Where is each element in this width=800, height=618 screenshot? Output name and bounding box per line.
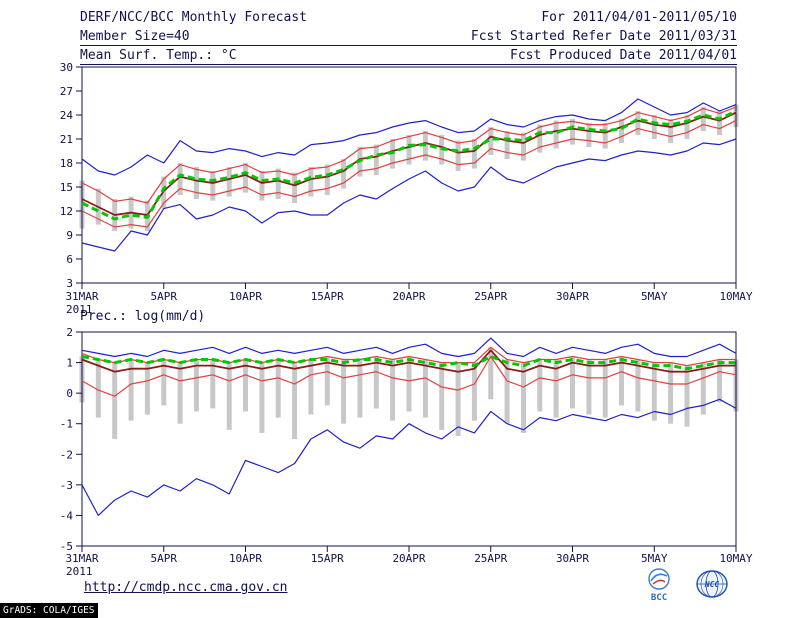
temperature-xtick-label: 5APR bbox=[151, 290, 178, 303]
temperature-spread-upper-line bbox=[81, 106, 737, 204]
temperature-ytick-label: 6 bbox=[66, 253, 73, 266]
header-rule-2 bbox=[80, 64, 737, 65]
header-rule-1 bbox=[80, 45, 737, 46]
precipitation-spread-lower-line bbox=[81, 355, 737, 397]
temperature-year-label: 2011 bbox=[66, 303, 93, 316]
precipitation-ytick-label: -2 bbox=[60, 448, 73, 461]
precipitation-ytick-label: -4 bbox=[60, 509, 74, 522]
precipitation-ensemble-min-line bbox=[81, 398, 737, 517]
temperature-ytick-label: 3 bbox=[66, 277, 73, 290]
temperature-ytick-label: 24 bbox=[60, 109, 74, 122]
precipitation-xtick-label: 10MAY bbox=[719, 552, 752, 565]
temperature-ytick-label: 15 bbox=[60, 181, 73, 194]
bcc-logo-label: BCC bbox=[651, 593, 667, 603]
report-title: DERF/NCC/BCC Monthly Forecast bbox=[80, 10, 307, 25]
ncc-logo: NCC bbox=[696, 570, 728, 598]
forecast-range: For 2011/04/01-2011/05/10 bbox=[541, 10, 737, 25]
precipitation-xtick-label: 31MAR bbox=[65, 552, 98, 565]
temperature-xtick-label: 25APR bbox=[474, 290, 507, 303]
temperature-ytick-label: 9 bbox=[66, 229, 73, 242]
prec-ensemble-spread-bars bbox=[79, 347, 739, 439]
temperature-ytick-label: 12 bbox=[60, 205, 73, 218]
bcc-logo-circle bbox=[648, 568, 670, 590]
fcst-produced-date: Fcst Produced Date 2011/04/01 bbox=[510, 48, 737, 63]
temperature-xtick-label: 15APR bbox=[311, 290, 344, 303]
precipitation-ytick-label: 1 bbox=[66, 357, 73, 370]
precipitation-xtick-label: 5MAY bbox=[641, 552, 668, 565]
fcst-start-date: Fcst Started Refer Date 2011/03/31 bbox=[470, 29, 737, 44]
precipitation-ensemble-mean-line bbox=[81, 349, 736, 373]
temperature-spread-lower-line bbox=[81, 120, 737, 228]
precipitation-xtick-label: 15APR bbox=[311, 552, 344, 565]
precipitation-xtick-label: 20APR bbox=[392, 552, 425, 565]
temperature-ytick-label: 30 bbox=[60, 61, 73, 74]
bcc-logo: BCC bbox=[648, 568, 670, 603]
temp-panel-title: Mean Surf. Temp.: °C bbox=[80, 48, 237, 63]
prec-panel-title: Prec.: log(mm/d) bbox=[80, 309, 206, 324]
precipitation-ytick-label: -1 bbox=[60, 418, 73, 431]
precipitation-xtick-label: 25APR bbox=[474, 552, 507, 565]
precipitation-ytick-label: -3 bbox=[60, 479, 73, 492]
temperature-xtick-label: 20APR bbox=[392, 290, 425, 303]
temperature-ensemble-max-line bbox=[81, 98, 737, 176]
bcc-logo-swirl bbox=[650, 573, 668, 582]
ncc-logo-label: NCC bbox=[704, 580, 720, 589]
temperature-xtick-label: 31MAR bbox=[65, 290, 98, 303]
member-size: Member Size=40 bbox=[80, 29, 190, 44]
temperature-xtick-label: 30APR bbox=[556, 290, 589, 303]
grads-credit: GrADS: COLA/IGES bbox=[0, 603, 98, 618]
temperature-xtick-label: 5MAY bbox=[641, 290, 668, 303]
temperature-ytick-label: 21 bbox=[60, 133, 73, 146]
precipitation-xtick-label: 10APR bbox=[229, 552, 262, 565]
website-url: http://cmdp.ncc.cma.gov.cn bbox=[84, 580, 288, 595]
temperature-ensemble-median-line bbox=[81, 109, 737, 221]
temperature-xtick-label: 10APR bbox=[229, 290, 262, 303]
precipitation-year-label: 2011 bbox=[66, 565, 93, 578]
temperature-ytick-label: 27 bbox=[60, 85, 73, 98]
precipitation-ensemble-max-line bbox=[81, 337, 737, 358]
precipitation-ytick-label: 0 bbox=[66, 387, 73, 400]
precipitation-ensemble-median-line bbox=[81, 355, 736, 371]
temperature-xtick-label: 10MAY bbox=[719, 290, 752, 303]
precipitation-ytick-label: 2 bbox=[66, 326, 73, 339]
precipitation-ytick-label: -5 bbox=[60, 540, 73, 553]
precipitation-xtick-label: 30APR bbox=[556, 552, 589, 565]
temperature-ytick-label: 18 bbox=[60, 157, 73, 170]
precipitation-xtick-label: 5APR bbox=[151, 552, 178, 565]
temperature-ensemble-min-line bbox=[81, 138, 737, 252]
bcc-logo-swirl-red bbox=[652, 579, 666, 585]
